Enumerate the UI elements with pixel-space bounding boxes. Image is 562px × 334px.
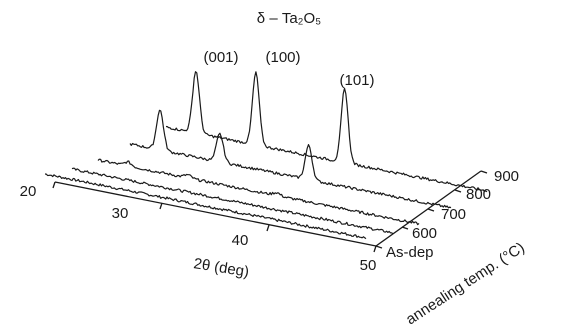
x-axis-label: 2θ (deg) — [192, 255, 250, 281]
depth-tick-label-700: 700 — [441, 206, 466, 223]
peak-label-101: (101) — [339, 72, 374, 89]
trace-900 — [165, 71, 488, 193]
x-tick-30 — [159, 202, 163, 210]
x-tick-20 — [52, 181, 56, 189]
trace-700 — [97, 158, 420, 226]
depth-tick-900 — [480, 170, 488, 174]
depth-tick-600 — [401, 226, 409, 230]
traces-group — [44, 71, 488, 240]
x-tick-label-40: 40 — [232, 232, 249, 249]
trace-800 — [129, 109, 452, 209]
depth-tick-label-900: 900 — [494, 168, 519, 185]
peak-label-100: (100) — [265, 49, 300, 66]
depth-tick-label-600: 600 — [412, 225, 437, 242]
peak-label-001: (001) — [203, 49, 238, 66]
x-tick-label-20: 20 — [20, 183, 37, 200]
depth-tick-label-800: 800 — [466, 186, 491, 203]
x-tick-40 — [266, 224, 270, 232]
x-tick-50 — [373, 245, 377, 253]
depth-tick-800 — [454, 189, 462, 193]
trace-as-dep — [44, 173, 367, 240]
x-tick-label-30: 30 — [112, 205, 129, 222]
depth-tick-label-asdep: As-dep — [386, 244, 434, 261]
depth-tick-700 — [427, 208, 435, 212]
x-axis-line — [54, 181, 377, 247]
x-tick-label-50: 50 — [360, 257, 377, 274]
chart-title: δ – Ta₂O₅ — [257, 10, 321, 27]
depth-tick-asdep — [375, 245, 383, 249]
trace-600 — [71, 167, 394, 235]
